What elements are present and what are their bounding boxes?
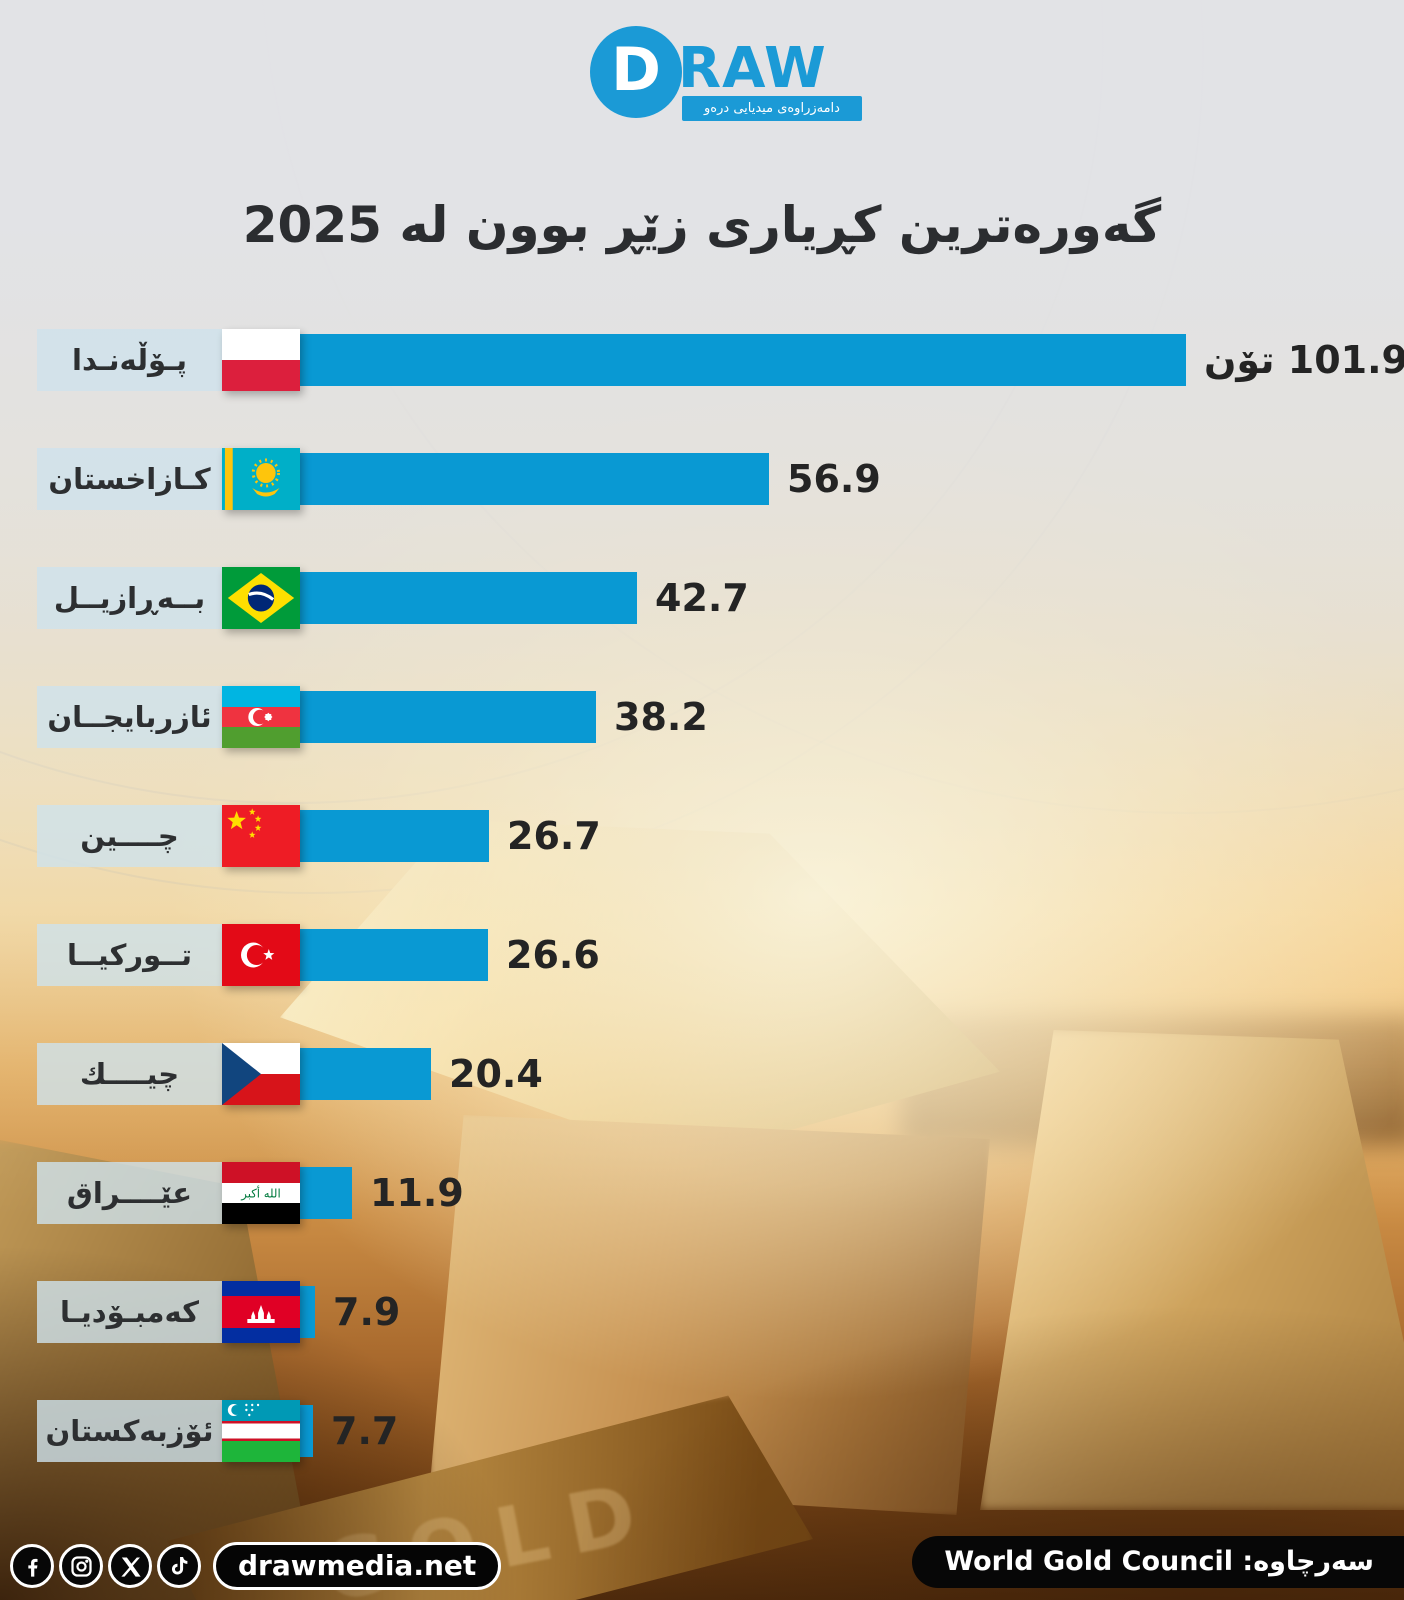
- x-icon: [108, 1544, 152, 1588]
- country-label: چــــین: [37, 805, 222, 867]
- draw-media-logo: D RAW دامەزراوەی میدیایی درەو: [590, 26, 862, 126]
- china-flag-icon: [222, 805, 300, 867]
- chart-row-kazakhstan: کـازاخستان 56.9: [0, 448, 1404, 510]
- country-label: ئۆزبەکستان: [37, 1400, 222, 1462]
- country-label: تــورکیــا: [37, 924, 222, 986]
- value-label: 7.9: [333, 1290, 401, 1334]
- country-label: کەمبـۆدیـا: [37, 1281, 222, 1343]
- facebook-icon: [10, 1544, 54, 1588]
- value-label: 42.7: [655, 576, 749, 620]
- iraq-flag-icon: الله أكبر: [222, 1162, 300, 1224]
- value-label: 26.6: [506, 933, 600, 977]
- brazil-flag-icon: [222, 567, 300, 629]
- value-bar: [222, 453, 769, 505]
- country-label: پـۆڵەنـدا: [37, 329, 222, 391]
- page-title: گەورەترین کڕیاری زێڕ بوون لە 2025: [242, 195, 1162, 254]
- chart-row-cambodia: کەمبـۆدیـا 7.9: [0, 1281, 1404, 1343]
- turkey-flag-icon: [222, 924, 300, 986]
- chart-row-china: چــــین 26.7: [0, 805, 1404, 867]
- value-label: 56.9: [787, 457, 881, 501]
- draw-logo-tagline: دامەزراوەی میدیایی درەو: [682, 96, 862, 121]
- azerbaijan-flag-icon: [222, 686, 300, 748]
- chart-row-uzbekistan: ئۆزبەکستان 7.7: [0, 1400, 1404, 1462]
- cambodia-flag-icon: [222, 1281, 300, 1343]
- chart-row-iraq: عێــــراق الله أكبر 11.9: [0, 1162, 1404, 1224]
- kazakhstan-flag-icon: [222, 448, 300, 510]
- value-label: 38.2: [614, 695, 708, 739]
- value-bar: [222, 334, 1186, 386]
- chart-row-turkey: تــورکیــا 26.6: [0, 924, 1404, 986]
- value-label: 11.9: [370, 1171, 464, 1215]
- czechia-flag-icon: [222, 1043, 300, 1105]
- chart-row-azerbaijan: ئازربایجــان 38.2: [0, 686, 1404, 748]
- country-label: عێــــراق: [37, 1162, 222, 1224]
- country-label: ئازربایجــان: [37, 686, 222, 748]
- uzbekistan-flag-icon: [222, 1400, 300, 1462]
- instagram-icon: [59, 1544, 103, 1588]
- country-label: کـازاخستان: [37, 448, 222, 510]
- source-credit: سەرچاوە: World Gold Council: [912, 1536, 1404, 1588]
- website-pill: drawmedia.net: [213, 1542, 502, 1590]
- country-label: چیــــك: [37, 1043, 222, 1105]
- value-label: 7.7: [331, 1409, 399, 1453]
- draw-logo-wordmark: RAW: [678, 36, 827, 101]
- svg-text:الله أكبر: الله أكبر: [240, 1185, 280, 1201]
- draw-logo-d-icon: D: [590, 26, 682, 118]
- value-label: 26.7: [507, 814, 601, 858]
- chart-row-brazil: بــەڕازیــل 42.7: [0, 567, 1404, 629]
- chart-row-poland: پـۆڵەنـدا 101.9 تۆن: [0, 329, 1404, 391]
- value-label: 20.4: [449, 1052, 543, 1096]
- country-label: بــەڕازیــل: [37, 567, 222, 629]
- chart-row-czechia: چیــــك 20.4: [0, 1043, 1404, 1105]
- poland-flag-icon: [222, 329, 300, 391]
- tiktok-icon: [157, 1544, 201, 1588]
- value-label: 101.9 تۆن: [1204, 338, 1404, 382]
